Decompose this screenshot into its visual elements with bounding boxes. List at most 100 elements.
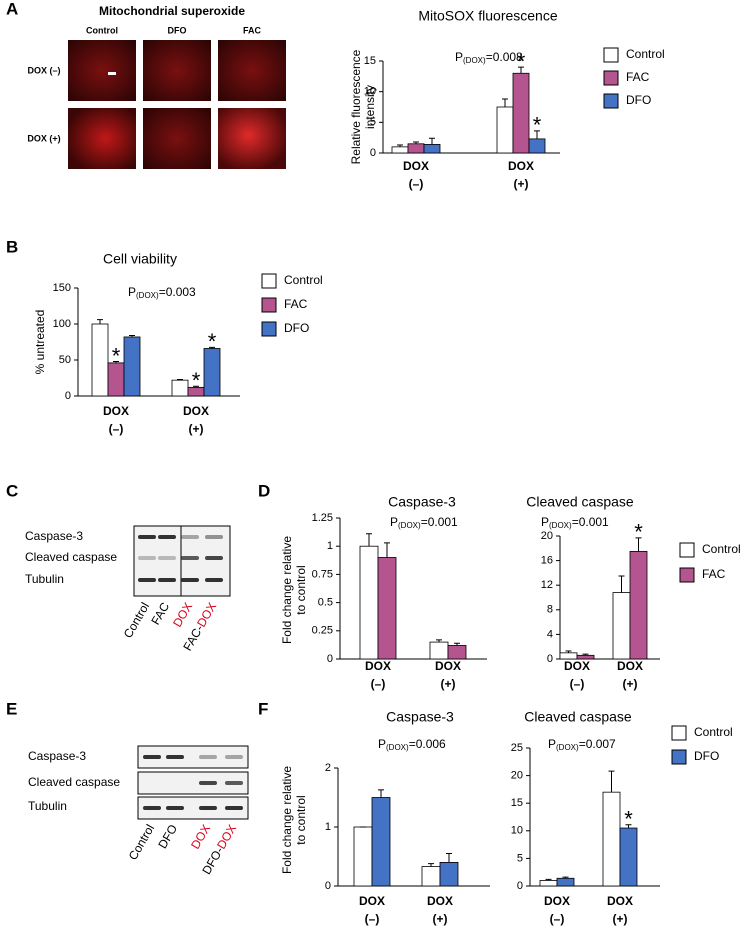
micrograph-image: [218, 40, 286, 101]
y-tick-label: 5: [370, 116, 376, 128]
chart-title: Cell viability: [103, 251, 177, 267]
error-bar: [129, 335, 135, 337]
error-bar: [454, 642, 460, 646]
bar: [91, 323, 109, 397]
column-label: Control: [86, 25, 118, 35]
blot-band: [138, 535, 156, 539]
annotation-part: =0.007: [579, 737, 616, 751]
x-tick-label: DOX: [508, 159, 534, 173]
panel-letter: D: [258, 481, 270, 500]
x-tick-label: (+): [613, 912, 628, 926]
y-tick-label: 1: [327, 540, 333, 552]
y-tick-label: 0: [517, 880, 523, 892]
x-tick-label: (–): [371, 677, 386, 691]
x-tick-label: (–): [570, 677, 585, 691]
legend-swatch: [261, 297, 277, 313]
micrograph-image: [218, 108, 286, 169]
micrograph-image: [143, 40, 211, 101]
panel-letter: E: [6, 699, 17, 718]
x-tick-label: DOX: [544, 894, 570, 908]
bar: [353, 826, 373, 887]
significance-star: *: [208, 329, 217, 354]
y-tick-label: 100: [53, 318, 71, 330]
column-label: DFO: [168, 25, 187, 35]
annotation-part: P: [378, 737, 386, 751]
error-bar: [193, 385, 199, 388]
chart-title: Caspase-3: [388, 494, 456, 510]
blot-band: [225, 781, 243, 785]
y-tick-label: 1: [325, 821, 331, 833]
legend-label: DFO: [626, 93, 651, 107]
legend-label: FAC: [284, 297, 308, 311]
significance-star: *: [533, 113, 542, 138]
bar: [512, 72, 530, 154]
bar: [371, 797, 391, 887]
y-tick-label: 0: [370, 147, 376, 159]
y-tick-label: 15: [511, 797, 523, 809]
legend-swatch: [603, 93, 619, 109]
lane-label: Control: [126, 822, 157, 863]
y-tick-label: 10: [511, 825, 523, 837]
panel-letter: C: [6, 481, 18, 500]
error-bar: [562, 876, 569, 879]
lane-label-part: Control: [126, 822, 157, 863]
bar: [559, 652, 578, 660]
bar: [612, 592, 631, 660]
annotation-part: =0.001: [421, 515, 458, 529]
bar: [391, 146, 409, 154]
significance-star: *: [624, 807, 633, 832]
error-bar: [177, 378, 183, 381]
error-bar: [209, 346, 215, 349]
annotation-part: (DOX): [463, 56, 486, 65]
annotation: P(DOX)=0.003: [128, 285, 196, 300]
bar: [359, 545, 379, 660]
blot-band: [205, 535, 223, 539]
y-tick-label: 0.25: [312, 625, 333, 637]
y-tick-label: 8: [547, 604, 553, 616]
blot-band: [225, 806, 243, 810]
x-tick-label: (–): [409, 177, 424, 191]
legend-label: DFO: [694, 749, 719, 763]
legend-label: Control: [702, 542, 741, 556]
blot-band: [205, 556, 223, 560]
error-bar: [635, 537, 642, 552]
annotation-part: (DOX): [549, 521, 572, 530]
annotation-part: =0.008: [486, 50, 523, 64]
error-bar: [502, 98, 508, 107]
blot-band: [225, 755, 243, 759]
annotation-part: (DOX): [386, 743, 409, 752]
lane-label-part: DOX: [194, 600, 219, 630]
bar: [203, 348, 221, 397]
legend-label: DFO: [284, 321, 309, 335]
chart-title: MitoSOX fluorescence: [418, 8, 557, 24]
annotation: P(DOX)=0.001: [541, 515, 609, 530]
chart-title: Cleaved caspase: [524, 709, 632, 725]
bar: [556, 877, 575, 887]
blot-frame: [137, 771, 249, 795]
blot-row-label: Cleaved caspase: [28, 775, 120, 789]
x-tick-label: (–): [365, 912, 380, 926]
bar: [447, 645, 467, 660]
column-label: FAC: [243, 25, 262, 35]
y-tick-label: 150: [53, 282, 71, 294]
bar: [602, 791, 621, 887]
y-tick-label: 12: [541, 579, 553, 591]
annotation: P(DOX)=0.006: [378, 737, 446, 752]
annotation-part: P: [548, 737, 556, 751]
legend-label: FAC: [702, 567, 726, 581]
significance-star: *: [112, 343, 121, 368]
y-tick-label: 50: [59, 354, 71, 366]
annotation-part: =0.001: [572, 515, 609, 529]
y-tick-label: 20: [511, 770, 523, 782]
significance-star: *: [634, 520, 643, 545]
chart-title: Caspase-3: [386, 709, 454, 725]
y-axis-label: to control: [294, 795, 308, 844]
legend-swatch: [679, 542, 695, 558]
y-tick-label: 2: [325, 762, 331, 774]
error-bar: [436, 639, 442, 643]
x-tick-label: DOX: [403, 159, 429, 173]
x-tick-label: DOX: [435, 659, 461, 673]
x-tick-label: DOX: [427, 894, 453, 908]
bar: [629, 550, 648, 660]
error-bar: [429, 137, 435, 145]
